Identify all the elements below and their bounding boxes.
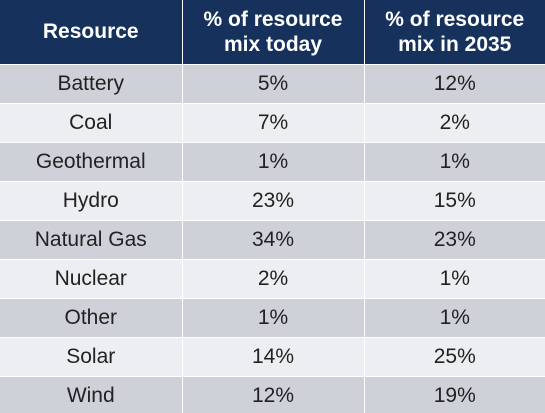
table-row: Battery 5% 12% — [0, 63, 545, 103]
cell-today: 23% — [182, 180, 365, 220]
table-header-row: Resource % of resource mix today % of re… — [0, 0, 545, 64]
cell-today: 1% — [182, 141, 365, 181]
cell-resource: Coal — [0, 102, 183, 142]
header-mix-today: % of resource mix today — [182, 0, 365, 64]
cell-resource: Nuclear — [0, 258, 183, 298]
cell-today: 5% — [182, 63, 365, 103]
cell-2035: 1% — [364, 297, 545, 337]
cell-today: 14% — [182, 336, 365, 376]
cell-resource: Solar — [0, 336, 183, 376]
cell-resource: Wind — [0, 375, 183, 413]
table-row: Coal 7% 2% — [0, 102, 545, 142]
cell-today: 34% — [182, 219, 365, 259]
table-row: Natural Gas 34% 23% — [0, 219, 545, 259]
table-row: Wind 12% 19% — [0, 375, 545, 413]
cell-2035: 12% — [364, 63, 545, 103]
table-row: Nuclear 2% 1% — [0, 258, 545, 298]
cell-2035: 15% — [364, 180, 545, 220]
table-row: Geothermal 1% 1% — [0, 141, 545, 181]
cell-2035: 1% — [364, 141, 545, 181]
table-row: Other 1% 1% — [0, 297, 545, 337]
cell-resource: Natural Gas — [0, 219, 183, 259]
cell-resource: Battery — [0, 63, 183, 103]
cell-today: 7% — [182, 102, 365, 142]
cell-2035: 25% — [364, 336, 545, 376]
cell-2035: 23% — [364, 219, 545, 259]
table-row: Solar 14% 25% — [0, 336, 545, 376]
cell-2035: 2% — [364, 102, 545, 142]
cell-resource: Hydro — [0, 180, 183, 220]
cell-resource: Other — [0, 297, 183, 337]
cell-2035: 19% — [364, 375, 545, 413]
cell-resource: Geothermal — [0, 141, 183, 181]
cell-today: 2% — [182, 258, 365, 298]
cell-today: 12% — [182, 375, 365, 413]
header-resource: Resource — [0, 0, 183, 64]
table-row: Hydro 23% 15% — [0, 180, 545, 220]
cell-2035: 1% — [364, 258, 545, 298]
cell-today: 1% — [182, 297, 365, 337]
header-mix-2035: % of resource mix in 2035 — [364, 0, 545, 64]
